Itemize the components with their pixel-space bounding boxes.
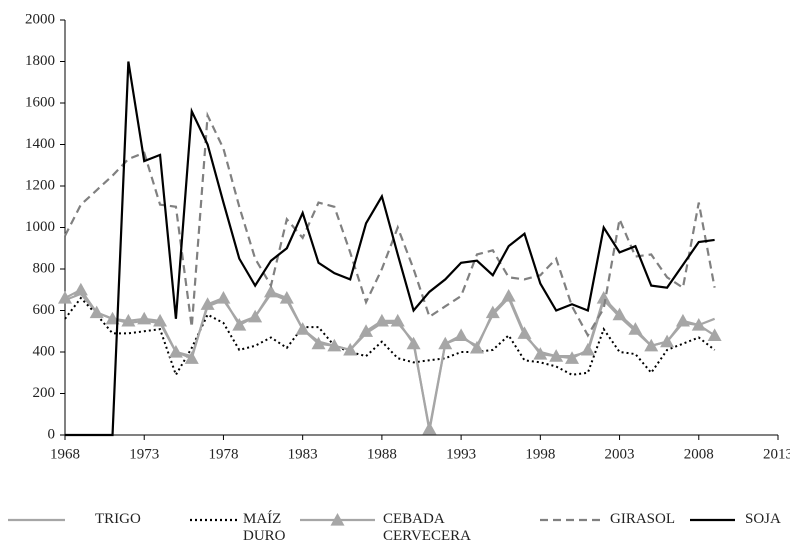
legend-label: SOJA [745,511,781,527]
y-tick-label: 400 [33,343,56,359]
x-tick-label: 1993 [446,446,476,462]
series-line [64,288,716,429]
marker [675,313,690,327]
marker [359,324,374,337]
marker [121,313,136,327]
legend-label: CEBADA CERVECERA [383,511,471,544]
marker [374,313,389,327]
series-line [64,296,716,378]
marker [184,351,199,364]
x-tick-label: 2003 [605,446,635,462]
marker [232,318,247,331]
y-tick-label: 2000 [25,11,55,27]
marker [485,305,500,319]
marker [438,336,453,350]
x-tick-label: 1983 [288,446,318,462]
marker [549,349,564,362]
y-tick-label: 1200 [25,177,55,193]
marker [454,328,469,341]
marker [390,313,405,327]
marker [644,338,659,352]
legend-label: TRIGO [95,511,141,527]
legend-label: GIRASOL [610,511,676,527]
x-tick-label: 1978 [208,446,238,462]
legend-marker [330,513,345,526]
marker [628,322,643,335]
y-tick-label: 800 [33,260,56,276]
x-tick-label: 1968 [50,446,80,462]
y-tick-label: 0 [48,426,56,442]
series-line [65,61,715,437]
series-line [64,111,716,338]
marker [691,318,706,331]
x-tick-label: 2008 [684,446,714,462]
y-tick-label: 1800 [25,53,55,69]
marker [248,309,263,323]
marker [565,351,580,364]
marker [580,342,595,356]
marker [295,322,310,335]
marker [533,347,548,360]
marker [596,291,611,304]
marker [73,282,88,296]
marker [216,291,231,304]
x-tick-label: 2013 [763,446,790,462]
y-tick-label: 1000 [25,219,55,235]
marker [89,305,104,319]
marker [168,345,183,358]
marker [327,338,342,352]
marker [58,291,72,304]
marker [501,288,516,302]
y-tick-label: 200 [33,385,56,401]
marker [343,342,358,356]
legend-label: MAÍZ DURO [243,511,286,544]
marker [263,284,278,298]
marker [660,334,675,348]
marker [707,328,722,341]
y-tick-label: 1400 [25,136,55,152]
y-tick-label: 600 [33,302,56,318]
marker [137,311,152,325]
marker [517,326,532,339]
marker [422,421,437,435]
marker [469,340,484,354]
x-tick-label: 1988 [367,446,397,462]
x-tick-label: 1998 [525,446,555,462]
y-tick-label: 1600 [25,94,55,110]
marker [406,336,421,350]
marker [105,311,120,325]
marker [612,307,627,321]
marker [153,313,168,327]
marker [311,336,326,350]
marker [279,291,294,304]
marker [200,297,215,310]
x-tick-label: 1973 [129,446,159,462]
